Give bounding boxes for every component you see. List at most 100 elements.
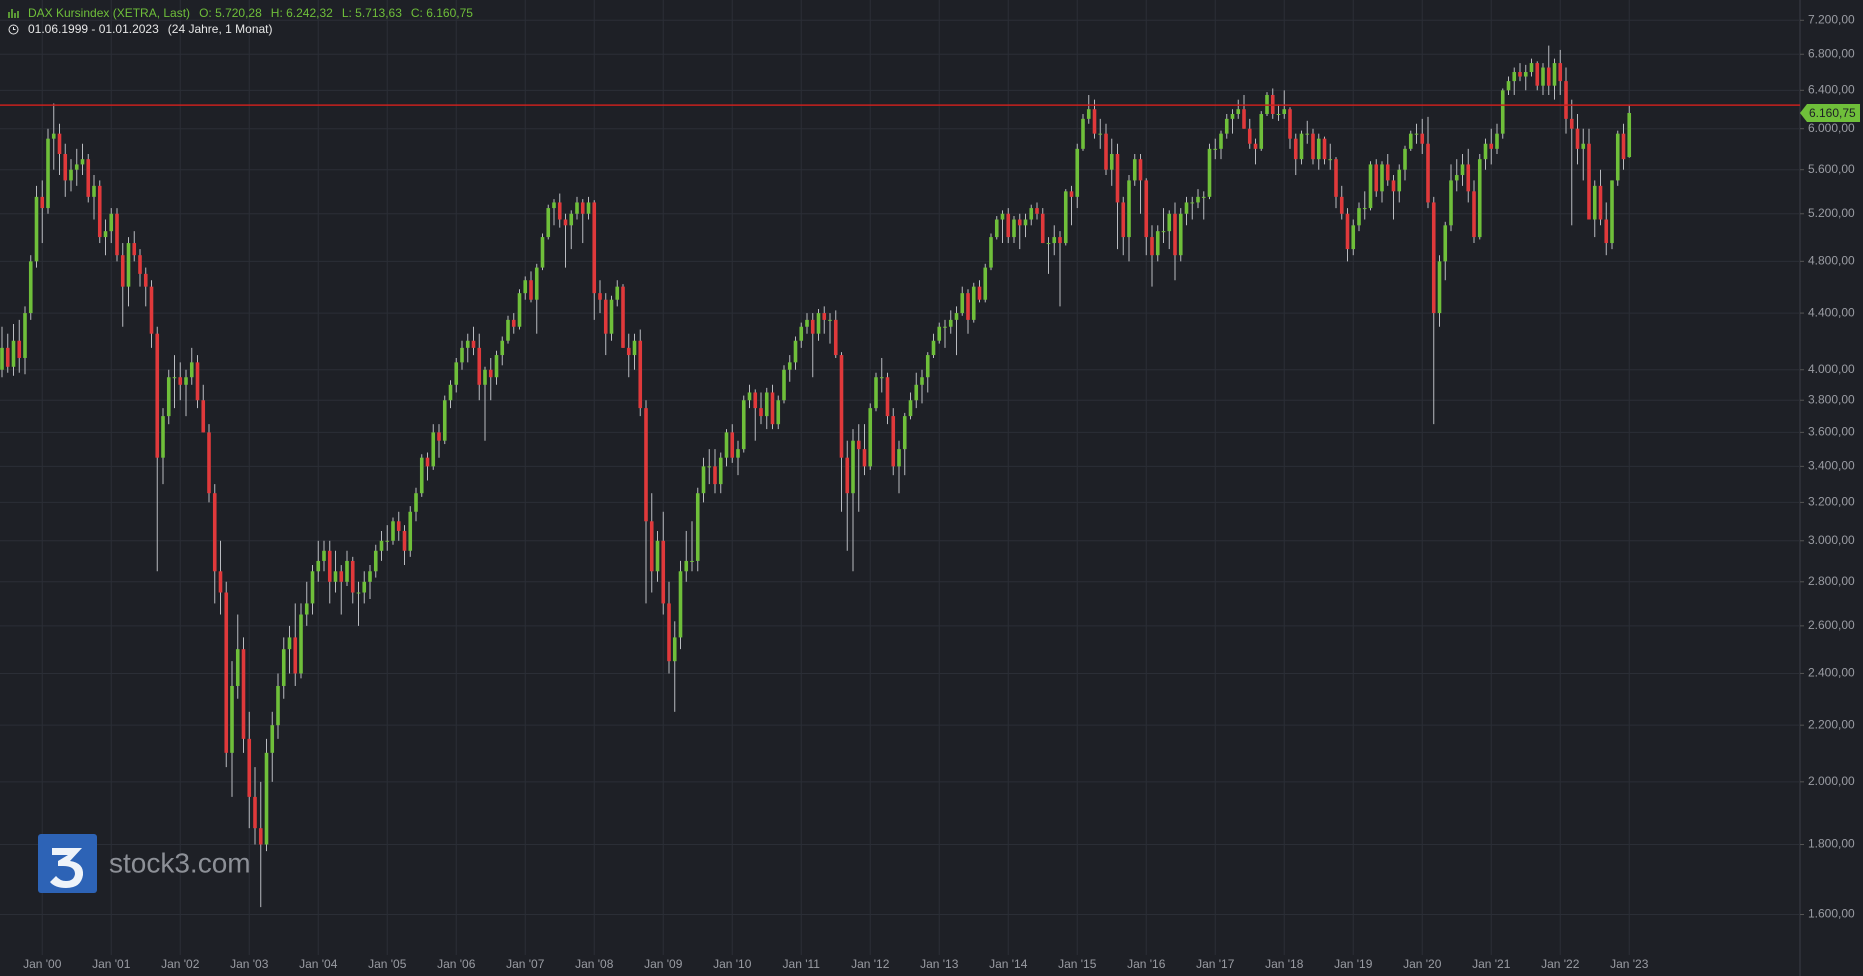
candle-body xyxy=(822,313,827,320)
y-tick-label: 3.800,00 xyxy=(1808,392,1855,406)
candle-body xyxy=(477,347,482,385)
candle-body xyxy=(649,521,654,572)
candle-body xyxy=(293,637,298,674)
candle-body xyxy=(442,400,447,441)
candle-body xyxy=(1437,261,1442,314)
candle-body xyxy=(362,581,367,593)
candle-body xyxy=(511,319,516,327)
candle-body xyxy=(270,725,275,753)
candle-body xyxy=(1598,185,1603,220)
x-tick-label: Jan '18 xyxy=(1265,957,1304,971)
candle-body xyxy=(638,340,643,409)
candle-body xyxy=(931,340,936,356)
candle-body xyxy=(1052,237,1057,244)
candle-body xyxy=(402,530,407,551)
candle-body xyxy=(224,592,229,753)
candle-body xyxy=(1610,180,1614,244)
candle-body xyxy=(1029,208,1034,220)
candle-body xyxy=(730,432,735,458)
candle-body xyxy=(563,219,568,226)
candle-body xyxy=(695,493,700,561)
candle-body xyxy=(1092,109,1097,134)
candle-body xyxy=(34,196,39,262)
y-tick-label: 6.000,00 xyxy=(1808,121,1855,135)
candle-body xyxy=(839,355,844,458)
candle-body xyxy=(782,369,786,401)
x-tick-label: Jan '14 xyxy=(989,957,1028,971)
candle-body xyxy=(1219,133,1223,149)
candle-body xyxy=(1086,109,1091,119)
candle-body xyxy=(1006,213,1011,238)
candle-body xyxy=(523,280,528,294)
candle-body xyxy=(856,440,861,450)
x-tick-label: Jan '20 xyxy=(1403,957,1442,971)
candle-body xyxy=(1230,114,1235,119)
candle-body xyxy=(1075,148,1080,197)
candle-body xyxy=(465,340,470,348)
candle-body xyxy=(1345,213,1350,250)
candle-body xyxy=(718,457,723,485)
candle-body xyxy=(1380,164,1384,192)
candle-body xyxy=(1477,159,1482,238)
candle-body xyxy=(276,685,280,726)
candle-body xyxy=(385,540,390,542)
candle-body xyxy=(1144,180,1149,238)
candle-body xyxy=(1276,114,1281,116)
candle-body xyxy=(471,340,476,348)
candle-body xyxy=(879,377,884,379)
candle-body xyxy=(1334,159,1338,197)
candle-body xyxy=(1316,138,1321,160)
x-tick-label: Jan '22 xyxy=(1541,957,1580,971)
x-tick-label: Jan '02 xyxy=(161,957,200,971)
candle-body xyxy=(1449,180,1453,226)
candle-body xyxy=(235,649,240,686)
candle-body xyxy=(1161,231,1166,233)
candle-body xyxy=(207,432,211,494)
candle-body xyxy=(1523,72,1528,77)
candle-body xyxy=(1518,72,1522,77)
candle-body xyxy=(534,267,539,300)
x-tick-label: Jan '03 xyxy=(230,957,269,971)
candle-body xyxy=(1247,128,1252,144)
candle-body xyxy=(1564,81,1568,119)
candle-body xyxy=(1414,133,1419,135)
candle-body xyxy=(1058,237,1062,244)
candle-body xyxy=(1351,225,1356,250)
candle-body xyxy=(908,400,913,417)
candle-body xyxy=(46,138,50,209)
x-tick-label: Jan '01 xyxy=(92,957,131,971)
candle-body xyxy=(368,571,372,582)
candle-body xyxy=(1196,196,1200,203)
candle-body xyxy=(885,377,890,417)
candle-body xyxy=(816,313,821,334)
candle-body xyxy=(713,466,717,485)
candle-body xyxy=(1552,63,1557,86)
candle-body xyxy=(1190,202,1195,204)
candle-body xyxy=(488,369,493,378)
candle-body xyxy=(437,432,441,441)
candle-body xyxy=(299,614,303,674)
candle-body xyxy=(448,384,453,401)
candle-body xyxy=(793,340,798,363)
candle-body xyxy=(264,752,269,845)
x-tick-label: Jan '16 xyxy=(1127,957,1166,971)
candle-body xyxy=(615,286,620,300)
candle-body xyxy=(626,347,631,356)
candle-body xyxy=(569,213,574,226)
candle-body xyxy=(304,603,309,615)
candle-body xyxy=(914,384,919,401)
candle-body xyxy=(925,355,930,378)
candle-body xyxy=(1328,159,1333,161)
header-line-1: DAX Kursindex (XETRA, Last) O: 5.720,28 … xyxy=(8,6,473,20)
candle-body xyxy=(862,449,867,467)
x-tick-label: Jan '06 xyxy=(437,957,476,971)
candle-body xyxy=(1385,164,1390,181)
candle-body xyxy=(345,560,349,582)
candle-body xyxy=(529,280,533,300)
candle-body xyxy=(103,231,108,238)
candle-body xyxy=(356,592,361,594)
candle-body xyxy=(598,293,602,300)
y-tick-label: 3.000,00 xyxy=(1808,533,1855,547)
candle-body xyxy=(603,299,608,334)
candle-body xyxy=(845,457,850,494)
